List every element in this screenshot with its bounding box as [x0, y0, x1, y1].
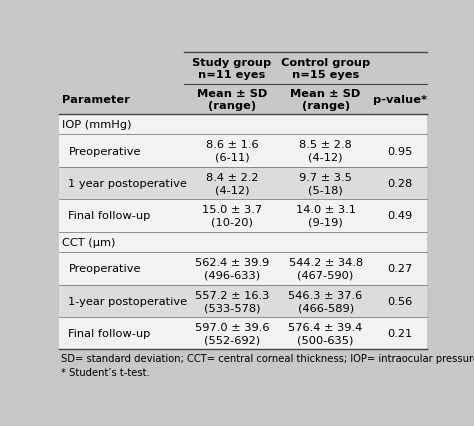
Text: 0.49: 0.49 [388, 211, 413, 221]
Text: IOP (mmHg): IOP (mmHg) [62, 120, 132, 130]
Text: 0.21: 0.21 [388, 328, 413, 338]
Text: 0.56: 0.56 [388, 296, 413, 306]
Text: 546.3 ± 37.6
(466-589): 546.3 ± 37.6 (466-589) [289, 290, 363, 312]
Text: Final follow-up: Final follow-up [68, 328, 151, 338]
Text: 0.27: 0.27 [388, 264, 413, 274]
Text: p-value*: p-value* [373, 95, 427, 105]
Text: Preoperative: Preoperative [68, 264, 141, 274]
Text: SD= standard deviation; CCT= central corneal thickness; IOP= intraocular pressur: SD= standard deviation; CCT= central cor… [61, 354, 474, 363]
Bar [59, 85, 427, 115]
Bar [59, 317, 427, 350]
Text: Mean ± SD
(range): Mean ± SD (range) [197, 89, 267, 111]
Text: 557.2 ± 16.3
(533-578): 557.2 ± 16.3 (533-578) [195, 290, 269, 312]
Text: 9.7 ± 3.5
(5-18): 9.7 ± 3.5 (5-18) [299, 173, 352, 195]
Bar [59, 285, 427, 317]
Text: 562.4 ± 39.9
(496-633): 562.4 ± 39.9 (496-633) [195, 258, 269, 280]
Text: 14.0 ± 3.1
(9-19): 14.0 ± 3.1 (9-19) [296, 205, 356, 227]
Text: 8.6 ± 1.6
(6-11): 8.6 ± 1.6 (6-11) [206, 140, 258, 162]
Text: Mean ± SD
(range): Mean ± SD (range) [291, 89, 361, 111]
Text: * Student’s t-test.: * Student’s t-test. [61, 367, 150, 377]
Bar [59, 53, 427, 85]
Text: 8.4 ± 2.2
(4-12): 8.4 ± 2.2 (4-12) [206, 173, 258, 195]
Text: Final follow-up: Final follow-up [68, 211, 151, 221]
Text: 15.0 ± 3.7
(10-20): 15.0 ± 3.7 (10-20) [202, 205, 262, 227]
Text: Preoperative: Preoperative [68, 146, 141, 156]
Text: 1-year postoperative: 1-year postoperative [68, 296, 188, 306]
Text: 544.2 ± 34.8
(467-590): 544.2 ± 34.8 (467-590) [289, 258, 363, 280]
Text: Parameter: Parameter [62, 95, 130, 105]
Text: 0.28: 0.28 [388, 178, 413, 189]
Text: 8.5 ± 2.8
(4-12): 8.5 ± 2.8 (4-12) [299, 140, 352, 162]
Text: 0.95: 0.95 [387, 146, 413, 156]
Bar [59, 200, 427, 232]
Bar [59, 253, 427, 285]
Text: 576.4 ± 39.4
(500-635): 576.4 ± 39.4 (500-635) [289, 322, 363, 345]
Text: 1 year postoperative: 1 year postoperative [68, 178, 187, 189]
Bar [59, 135, 427, 167]
Text: 597.0 ± 39.6
(552-692): 597.0 ± 39.6 (552-692) [195, 322, 269, 345]
Bar [59, 115, 427, 135]
Text: Study group
n=11 eyes: Study group n=11 eyes [192, 58, 272, 80]
Bar [59, 167, 427, 200]
Text: CCT (µm): CCT (µm) [62, 237, 116, 248]
Bar [59, 232, 427, 253]
Text: Control group
n=15 eyes: Control group n=15 eyes [281, 58, 370, 80]
